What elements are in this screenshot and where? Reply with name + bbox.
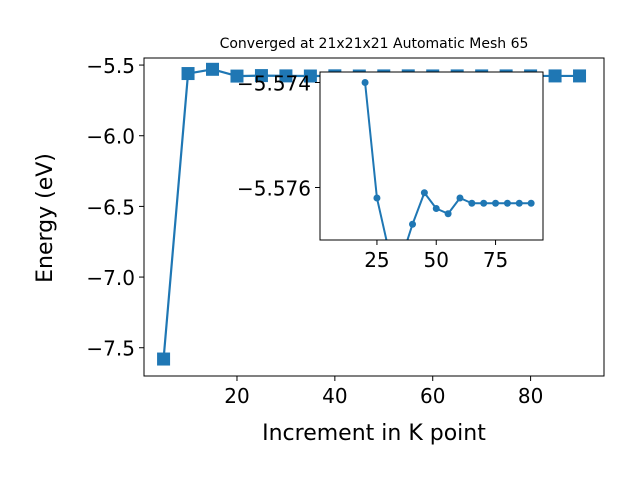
inset-x-tick-label: 25 [364, 248, 389, 272]
main-y-tick-label: −6.0 [86, 125, 135, 149]
inset-plot: 25 50 75 −5.576 −5.574 [237, 71, 544, 272]
y-axis-label: Energy (eV) [33, 153, 58, 283]
inset-data-point [456, 194, 464, 202]
main-x-tick-label: 60 [420, 384, 445, 408]
inset-frame [319, 71, 544, 241]
main-x-tick-label: 80 [518, 384, 543, 408]
main-data-point [254, 69, 268, 83]
main-data-point [157, 352, 171, 366]
main-data-point [573, 69, 587, 83]
main-data-point [206, 62, 220, 76]
chart-title: Converged at 21x21x21 Automatic Mesh 65 [220, 36, 529, 52]
inset-data-point [373, 194, 381, 202]
inset-data-point [432, 205, 440, 212]
inset-y-tick-label: −5.576 [237, 177, 311, 201]
main-x-tick-label: 40 [322, 384, 347, 408]
main-y-tick-label: −5.5 [86, 54, 135, 78]
inset-data-point [503, 199, 511, 207]
main-data-point [181, 67, 195, 81]
main-data-point [230, 69, 244, 83]
main-frame [143, 57, 605, 377]
inset-background [320, 72, 543, 240]
inset-data-point [515, 199, 523, 207]
inset-y-tick-label: −5.574 [237, 72, 311, 96]
x-axis-label: Increment in K point [262, 421, 486, 446]
main-data-point [279, 69, 293, 83]
main-y-tick-label: −7.0 [86, 266, 135, 290]
inset-data-point [480, 199, 488, 207]
inset-data-point [468, 199, 476, 207]
main-data-point [303, 69, 317, 83]
main-y-tick-label: −7.5 [86, 337, 135, 361]
inset-x-tick-label: 50 [424, 248, 449, 272]
inset-data-point [361, 79, 369, 86]
inset-x-tick-label: 75 [483, 248, 508, 272]
inset-data-layer [361, 79, 535, 240]
main-y-tick-label: −6.5 [86, 195, 135, 219]
inset-data-point [420, 189, 428, 197]
inset-data-point [444, 210, 452, 218]
inset-data-point [409, 220, 417, 228]
inset-data-point [527, 199, 535, 207]
main-data-point [548, 69, 562, 83]
inset-data-point [492, 199, 500, 207]
main-x-tick-label: 20 [224, 384, 249, 408]
